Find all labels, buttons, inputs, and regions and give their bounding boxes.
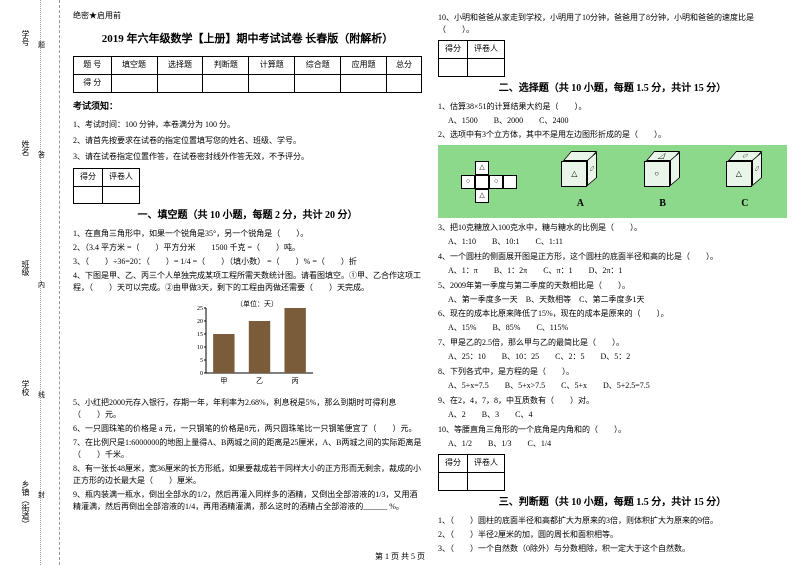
choice-question: 5、2009年第一季度与第二季度的天数相比是（ ）。: [438, 280, 787, 292]
fill-question: 10、小明和爸爸从家走到学校，小明用了10分钟，爸爸用了8分钟，小明和爸爸的速度…: [438, 12, 787, 36]
seal-char: 题: [38, 40, 45, 50]
cube-option-a: △ ○: [561, 151, 599, 189]
fill-question: 4、下图是甲、乙、丙三个人单独完成某项工程所需天数统计图。请看图填空。①甲、乙合…: [73, 270, 422, 294]
notice-title: 考试须知：: [73, 99, 422, 113]
section2-title: 二、选择题（共 10 小题，每题 1.5 分，共计 15 分）: [438, 81, 787, 97]
choice-options: A、第一季度多一天 B、天数相等 C、第二季度多1天: [448, 294, 787, 307]
fill-question: 3、（ ）÷36=20：（ ）= 1/4 =（ ）（填小数） =（ ）% =（ …: [73, 256, 422, 268]
fill-question: 5、小红把2000元存入银行，存期一年，年利率为2.68%，利息税是5%，那么到…: [73, 397, 422, 421]
svg-text:丙: 丙: [291, 377, 298, 385]
notice-item: 3、请在试卷指定位置作答，在试卷密封线外作答无效，不予评分。: [73, 151, 422, 164]
cube-diagram: △ ○○ △ △ ○ A △ ○: [438, 145, 787, 218]
exam-title: 2019 年六年级数学【上册】期中考试试卷 长春版（附解析）: [73, 31, 422, 49]
choice-options: A、1:10 B、10:1 C、1:11: [448, 236, 787, 249]
choice-options: A、1500 B、2000 C、2400: [448, 115, 787, 128]
svg-text:（单位：天）: （单位：天）: [236, 299, 278, 308]
choice-question: 10、等腰直角三角形的一个底角是内角和的（ ）。: [438, 424, 787, 436]
fill-question: 9、瓶内装满一瓶水，倒出全部水的1/2，然后再灌入同样多的酒精，又倒出全部溶液的…: [73, 489, 422, 513]
svg-text:10: 10: [197, 345, 203, 351]
choice-options: A、5+x=7.5 B、5+x>7.5 C、5+x D、5+2.5=7.5: [448, 380, 787, 393]
svg-text:甲: 甲: [220, 377, 227, 385]
fill-question: 7、在比例尺是1:6000000的地图上量得A、B两城之间的距离是25厘米，A、…: [73, 437, 422, 461]
choice-options: A、15% B、85% C、115%: [448, 322, 787, 335]
scorer-box: 得分评卷人: [73, 168, 140, 205]
section1-title: 一、填空题（共 10 小题，每题 2 分，共计 20 分）: [73, 208, 422, 224]
cube-net: △ ○○ △: [461, 161, 517, 203]
section3-title: 三、判断题（共 10 小题，每题 1.5 分，共计 15 分）: [438, 495, 787, 511]
right-column: 10、小明和爸爸从家走到学校，小明用了10分钟，爸爸用了8分钟，小明和爸爸的速度…: [430, 10, 795, 555]
bar-chart: （单位：天） 0 5 10 15 20 25 甲 乙 丙: [178, 298, 318, 393]
scorer-box: 得分评卷人: [438, 454, 505, 491]
cube-option-c: ○ △ ○: [726, 151, 764, 189]
judge-question: 1、（ ）圆柱的底面半径和高都扩大为原来的3倍，则体积扩大为原来的9倍。: [438, 515, 787, 527]
choice-question: 2、选项中有3个立方体，其中不是用左边图形折成的是（ ）。: [438, 129, 787, 141]
fill-question: 6、一只圆珠笔的价格是 a 元，一只钢笔的价格是8元，两只圆珠笔比一只钢笔便宜了…: [73, 423, 422, 435]
svg-text:乙: 乙: [256, 377, 263, 385]
binding-label: 乡镇（街道）: [20, 480, 31, 528]
binding-label: 班级: [20, 260, 31, 276]
choice-question: 8、下列各式中，是方程的是（ ）。: [438, 366, 787, 378]
secret-label: 绝密★启用前: [73, 10, 422, 23]
seal-char: 答: [38, 150, 45, 160]
binding-label: 学号: [20, 30, 31, 46]
seal-char: 封: [38, 490, 45, 500]
scorer-box: 得分评卷人: [438, 40, 505, 77]
svg-text:25: 25: [197, 306, 203, 312]
binding-margin: 学号 姓名 班级 学校 乡镇（街道） 题 答 内 线 封: [0, 0, 60, 565]
choice-options: A、1/2 B、1/3 C、1/4: [448, 438, 787, 451]
notice-item: 1、考试时间：100 分钟，本卷满分为 100 分。: [73, 119, 422, 132]
choice-question: 6、现在的成本比原来降低了15%，现在的成本是原来的（ ）。: [438, 308, 787, 320]
seal-char: 线: [38, 390, 45, 400]
fill-question: 1、在直角三角形中，如果一个锐角是35°，另一个锐角是（ ）。: [73, 228, 422, 240]
choice-question: 1、估算38×51的计算结果大约是（ ）。: [438, 101, 787, 113]
choice-options: A、1：π B、1：2π C、π：1 D、2π：1: [448, 265, 787, 278]
judge-question: 2、（ ）半径2厘米的加，圆的周长和面积相等。: [438, 529, 787, 541]
seal-char: 内: [38, 280, 45, 290]
choice-question: 9、在2，4，7，8，中互质数有（ ）对。: [438, 395, 787, 407]
choice-options: A、25：10 B、10：25 C、2：5 D、5：2: [448, 351, 787, 364]
svg-text:0: 0: [200, 371, 203, 377]
binding-label: 学校: [20, 380, 31, 396]
choice-options: A、2 B、3 C、4: [448, 409, 787, 422]
score-row-label: 得 分: [74, 75, 112, 93]
svg-text:15: 15: [197, 332, 203, 338]
cube-option-b: △ ○: [644, 151, 682, 189]
left-column: 绝密★启用前 2019 年六年级数学【上册】期中考试试卷 长春版（附解析） 题 …: [65, 10, 430, 555]
notice-item: 2、请首先按要求在试卷的指定位置填写您的姓名、班级、学号。: [73, 135, 422, 148]
svg-text:5: 5: [200, 358, 203, 364]
score-table: 题 号填空题选择题判断题计算题综合题应用题总分 得 分: [73, 56, 422, 93]
fill-question: 2、（3.4 平方米 =（ ）平方分米 1500 千克 =（ ）吨。: [73, 242, 422, 254]
fill-question: 8、有一张长48厘米，宽36厘米的长方形纸，如果要裁成若干同样大小的正方形而无剩…: [73, 463, 422, 487]
page-footer: 第 1 页 共 5 页: [375, 551, 425, 562]
binding-label: 姓名: [20, 140, 31, 156]
svg-text:20: 20: [197, 319, 203, 325]
judge-question: 3、（ ）一个自然数（0除外）与分数相除，积一定大于这个自然数。: [438, 543, 787, 555]
choice-question: 3、把10克糖放入100克水中，糖与糖水的比例是（ ）。: [438, 222, 787, 234]
choice-question: 4、一个圆柱的侧面展开图是正方形，这个圆柱的底面半径和高的比是（ ）。: [438, 251, 787, 263]
choice-question: 7、甲是乙的2.5倍，那么甲与乙的最简比是（ ）。: [438, 337, 787, 349]
